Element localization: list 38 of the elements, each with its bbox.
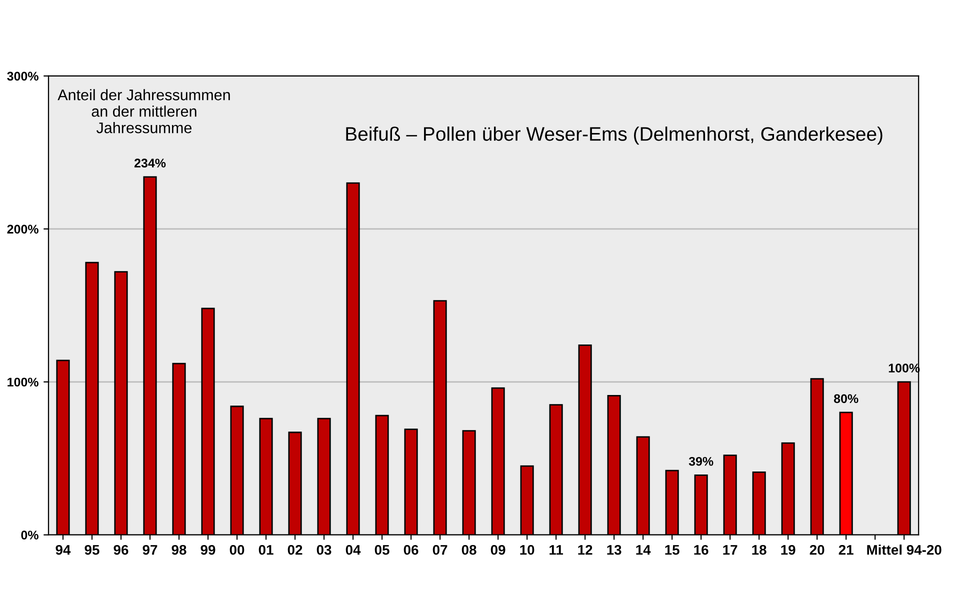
x-tick-label: 08 — [462, 544, 476, 555]
x-tick-label: 02 — [288, 544, 302, 555]
annotation: Anteil der Jahressummen an der mittleren Jahressumme — [58, 89, 230, 134]
x-tick-label: 00 — [230, 544, 244, 555]
x-tick-label: 10 — [520, 544, 534, 555]
x-tick-label: 19 — [781, 544, 796, 555]
x-tick-label: 99 — [200, 544, 216, 555]
x-tick-label: 01 — [258, 544, 274, 555]
y-tick-label: 100% — [8, 378, 38, 387]
x-tick-label: 09 — [490, 544, 506, 555]
y-tick-label: 200% — [7, 224, 38, 234]
data-label: 234% — [134, 158, 166, 168]
x-tick-label: 07 — [432, 544, 448, 555]
x-tick-label: 97 — [142, 544, 158, 555]
data-label: 39% — [688, 456, 714, 466]
x-tick-label: 15 — [665, 545, 680, 555]
x-tick-label: 13 — [607, 544, 622, 555]
x-tick-label: 20 — [810, 544, 824, 555]
x-tick-label: 16 — [694, 544, 708, 555]
x-tick-label: 17 — [723, 545, 738, 555]
x-tick-label: 95 — [84, 544, 100, 555]
x-tick-label: 06 — [404, 544, 418, 555]
x-tick-label: 21 — [838, 544, 854, 555]
x-tick-label: 94 — [56, 544, 71, 555]
y-tick-label: 0% — [21, 530, 38, 540]
x-tick-label: 14 — [636, 545, 651, 555]
x-tick-label: 04 — [346, 544, 361, 555]
x-tick-label: 03 — [316, 544, 332, 555]
x-tick-label: 96 — [114, 544, 128, 555]
x-tick-label: 18 — [752, 544, 766, 555]
data-label: 80% — [834, 394, 858, 404]
x-tick-label: 05 — [374, 544, 390, 555]
x-tick-label: 11 — [550, 545, 564, 555]
x-tick-label: 12 — [578, 544, 592, 555]
text: Beifuß – Pollen über Weser-Ems (Delmenhorst, Ganderkesee) — [346, 126, 882, 145]
x-tick-label: 98 — [172, 544, 186, 555]
y-tick-label: 300% — [7, 72, 38, 81]
x-tick-label: Mittel 94-20 — [867, 544, 942, 555]
